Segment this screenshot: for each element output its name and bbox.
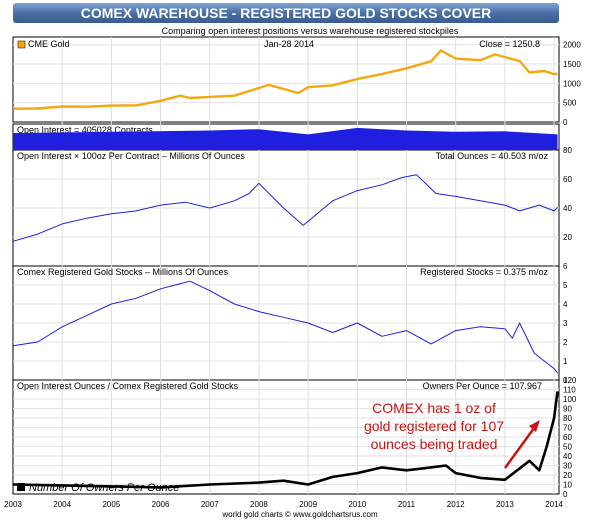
y-tick-p4-9: 90: [563, 405, 572, 414]
x-tick-2010: 2010: [348, 500, 366, 509]
y-tick-p4-1: 10: [563, 481, 572, 490]
y-tick-p0-0: 0: [563, 118, 568, 127]
owners-legend-swatch: [17, 483, 25, 491]
owners-label: Open Interest Ounces / Comex Registered …: [17, 381, 239, 391]
y-tick-p4-5: 50: [563, 443, 572, 452]
registered-readout: Registered Stocks = 0.375 m/oz: [420, 267, 548, 277]
x-tick-2012: 2012: [447, 500, 465, 509]
y-tick-labels: 0500100015002000204060800123456010203040…: [563, 41, 581, 499]
gold-readout: Close = 1250.8: [479, 39, 540, 49]
y-tick-p3-2: 2: [563, 338, 568, 347]
x-tick-2014: 2014: [545, 500, 563, 509]
horizontal-gridlines: [13, 44, 559, 485]
x-tick-2006: 2006: [152, 500, 170, 509]
total-ounces-label: Open Interest × 100oz Per Contract – Mil…: [17, 151, 245, 161]
x-tick-2004: 2004: [53, 500, 71, 509]
title-bar: [13, 3, 559, 23]
y-tick-p2-3: 80: [563, 146, 572, 155]
total-ounces-readout: Total Ounces = 40.503 m/oz: [436, 151, 549, 161]
x-tick-2007: 2007: [201, 500, 219, 509]
owners-legend: Number Of Owners Per Ounce: [29, 482, 179, 494]
open-interest-area: [13, 127, 558, 150]
x-tick-labels: 2003 2004 2005 2006 2007 2008 2009 2010 2011 2012…: [4, 500, 563, 509]
annotation-line-3: ounces being traded: [371, 436, 498, 452]
y-tick-p2-0: 20: [563, 233, 572, 242]
owners-readout: Owners Per Ounce = 107.967: [423, 381, 542, 391]
y-tick-p3-0: 0: [563, 376, 568, 385]
series-layer: [12, 49, 559, 489]
series-line-p3: [12, 280, 558, 374]
x-tick-2013: 2013: [496, 500, 514, 509]
y-tick-p3-5: 5: [563, 281, 568, 290]
gold-legend: CME Gold: [28, 39, 70, 49]
series-line-p0: [12, 49, 558, 110]
x-tick-2008: 2008: [250, 500, 268, 509]
y-tick-p4-3: 30: [563, 462, 572, 471]
y-tick-p0-2: 1000: [563, 79, 581, 88]
x-tick-2003: 2003: [4, 500, 22, 509]
y-tick-p2-1: 40: [563, 204, 572, 213]
annotation-arrow-shaft: [503, 423, 539, 469]
y-tick-p4-7: 70: [563, 424, 572, 433]
registered-label: Comex Registered Gold Stocks – Millions …: [17, 267, 229, 277]
gold-legend-swatch: [17, 40, 26, 49]
annotation-arrow-head: [529, 420, 540, 432]
y-tick-p3-4: 4: [563, 300, 568, 309]
series-line-p4: [12, 391, 559, 489]
y-tick-p0-1: 500: [563, 99, 577, 108]
y-tick-p4-4: 40: [563, 452, 572, 461]
y-tick-p4-0: 0: [563, 490, 568, 499]
y-tick-p0-3: 1500: [563, 60, 581, 69]
panel-gold-frame: [12, 36, 560, 123]
gold-date: Jan-28 2014: [264, 39, 314, 49]
y-tick-p4-10: 100: [563, 395, 577, 404]
x-tick-2005: 2005: [102, 500, 120, 509]
annotation-line-1: COMEX has 1 oz of: [372, 400, 496, 416]
y-tick-p3-1: 1: [563, 357, 568, 366]
chart-subtitle: Comparing open interest positions versus…: [162, 26, 459, 36]
y-tick-p4-8: 80: [563, 414, 572, 423]
annotation-line-2: gold registered for 107: [364, 418, 504, 434]
x-tick-2011: 2011: [398, 500, 416, 509]
series-line-p2: [12, 174, 558, 242]
open-interest-label: Open Interest = 405028 Contracts: [17, 125, 153, 135]
x-tick-2009: 2009: [299, 500, 317, 509]
y-tick-p4-6: 60: [563, 433, 572, 442]
chart-title: COMEX WAREHOUSE - REGISTERED GOLD STOCKS…: [81, 5, 491, 21]
y-tick-p4-2: 20: [563, 471, 572, 480]
y-tick-p0-4: 2000: [563, 41, 581, 50]
y-tick-p2-2: 60: [563, 175, 572, 184]
y-tick-p4-12: 120: [563, 376, 577, 385]
y-tick-p3-6: 6: [563, 262, 568, 271]
footer-credit: world gold charts © www.goldchartsrus.co…: [221, 510, 378, 519]
y-tick-p3-3: 3: [563, 319, 568, 328]
y-tick-p4-11: 110: [563, 386, 576, 395]
